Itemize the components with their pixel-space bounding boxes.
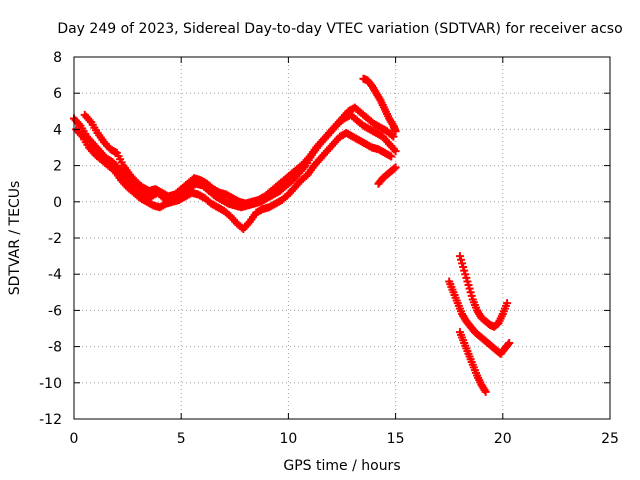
- data-series: [70, 74, 514, 396]
- data-point: [387, 152, 396, 161]
- x-tick-labels: 0 5 10 15 20 25: [70, 431, 619, 447]
- x-tick-label: 15: [387, 431, 405, 447]
- series-track-g: [455, 252, 512, 331]
- data-point-interp: [387, 131, 396, 140]
- y-tick-label: -8: [48, 340, 62, 356]
- data-point: [391, 127, 400, 136]
- grid-lines: [74, 57, 610, 419]
- y-tick-label: 4: [53, 122, 62, 138]
- y-tick-label: 0: [53, 195, 62, 211]
- y-tick-label: -6: [48, 303, 62, 319]
- y-tick-label: 6: [53, 86, 62, 102]
- y-tick-label: -2: [48, 231, 62, 247]
- series-track-f: [445, 277, 514, 358]
- y-tick-label: -10: [39, 376, 62, 392]
- y-tick-labels: -12 -10 -8 -6 -4 -2 0 2 4 6 8: [39, 50, 62, 428]
- data-point: [391, 147, 400, 156]
- x-tick-label: 0: [70, 431, 79, 447]
- series-track-c: [80, 103, 398, 208]
- x-tick-label: 5: [177, 431, 186, 447]
- series-track-b: [72, 125, 396, 233]
- data-point: [389, 132, 398, 141]
- series-track-d: [359, 74, 400, 136]
- data-point-interp: [504, 340, 513, 349]
- series-track-h: [455, 328, 490, 396]
- data-point: [503, 299, 512, 308]
- y-tick-label: -4: [48, 267, 62, 283]
- x-tick-label: 20: [494, 431, 512, 447]
- data-point: [391, 163, 400, 172]
- y-axis-label: SDTVAR / TECUs: [7, 181, 23, 296]
- data-point: [481, 387, 490, 396]
- y-tick-label: 8: [53, 50, 62, 66]
- chart-title: Day 249 of 2023, Sidereal Day-to-day VTE…: [57, 21, 622, 37]
- series-track-e: [374, 163, 400, 188]
- x-tick-label: 10: [279, 431, 297, 447]
- y-tick-label: -12: [39, 412, 62, 428]
- x-axis-label: GPS time / hours: [283, 458, 400, 474]
- axis-ticks: [73, 56, 611, 420]
- x-tick-label: 25: [601, 431, 619, 447]
- y-tick-label: 2: [53, 159, 62, 175]
- data-point: [505, 338, 514, 347]
